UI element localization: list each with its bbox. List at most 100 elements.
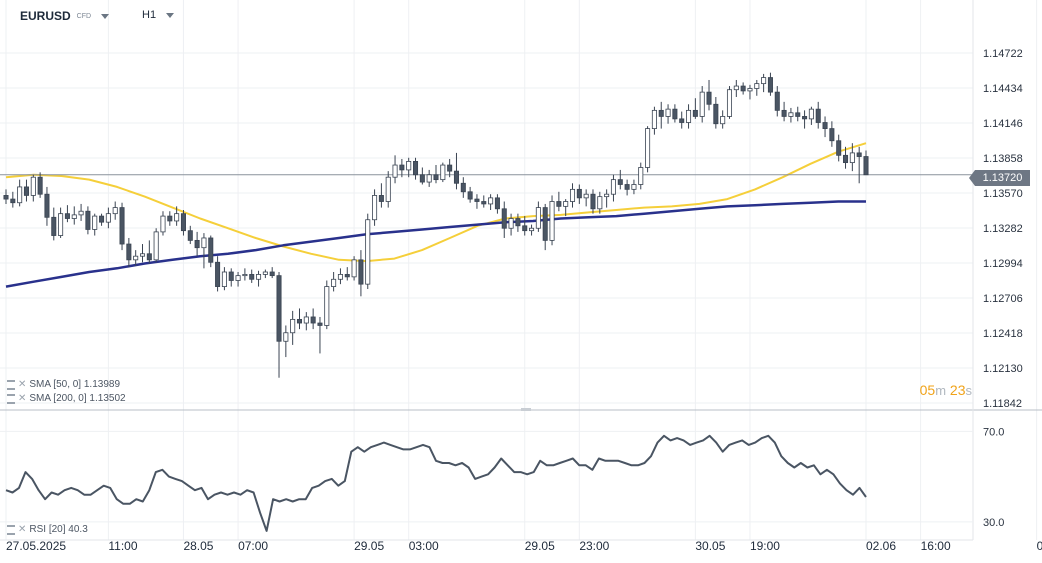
time-tick-label: 16:00 xyxy=(921,539,951,553)
candle-down xyxy=(146,253,152,261)
candle-up xyxy=(78,210,84,216)
candle-up xyxy=(733,85,739,91)
close-icon[interactable]: ✕ xyxy=(18,379,27,390)
timer-minutes-unit: m xyxy=(935,383,947,398)
candle-up xyxy=(726,89,733,117)
close-icon[interactable]: ✕ xyxy=(18,524,27,535)
candle-up xyxy=(92,215,98,230)
candle-up xyxy=(385,176,391,202)
price-tick-label: 1.11842 xyxy=(983,398,1022,410)
candle-up xyxy=(631,184,637,190)
rsi-tick-label: 30.0 xyxy=(983,517,1004,529)
price-tick-label: 1.14722 xyxy=(983,48,1023,60)
price-tick-label: 1.13858 xyxy=(983,153,1023,165)
candle-down xyxy=(474,198,480,202)
candle-down xyxy=(399,164,405,171)
candle-down xyxy=(215,261,221,287)
candle-up xyxy=(604,193,610,198)
candle-down xyxy=(713,103,719,125)
settings-icon[interactable] xyxy=(7,393,15,404)
candle-down xyxy=(228,271,234,281)
symbol-selector[interactable]: EURUSD CFD xyxy=(20,9,110,23)
candle-down xyxy=(317,322,323,326)
candle-up xyxy=(372,195,378,221)
timer-minutes: 05 xyxy=(919,382,936,398)
candle-down xyxy=(617,179,623,185)
candle-down xyxy=(453,170,459,184)
candle-down xyxy=(378,195,384,202)
time-tick-label: 07:00 xyxy=(238,539,268,553)
sma50-line xyxy=(5,142,867,263)
legend-rsi[interactable]: ✕ RSI [20] 40.3 xyxy=(7,524,88,535)
candle-down xyxy=(836,140,842,156)
candle-up xyxy=(290,318,296,334)
candle-up xyxy=(406,161,412,171)
timeframe-selector[interactable]: H1 xyxy=(142,9,175,21)
candle-up xyxy=(139,253,146,257)
candle-down xyxy=(467,191,473,200)
candle-down xyxy=(10,198,16,204)
candle-up xyxy=(426,174,432,183)
candle-down xyxy=(344,274,350,278)
candle-down xyxy=(126,243,132,261)
price-tick-label: 1.14146 xyxy=(983,118,1023,130)
candle-up xyxy=(638,167,644,185)
candle-down xyxy=(494,197,500,210)
candle-down xyxy=(774,91,780,111)
time-tick-label: 19:00 xyxy=(750,539,780,553)
candle-down xyxy=(413,161,419,176)
settings-icon[interactable] xyxy=(7,379,15,390)
candle-up xyxy=(337,274,343,280)
time-tick-label: 29.05 xyxy=(354,539,384,553)
price-tick-label: 1.12706 xyxy=(983,293,1023,305)
time-tick-label: 23:00 xyxy=(579,539,609,553)
candle-down xyxy=(522,225,528,232)
symbol-name: EURUSD xyxy=(20,9,71,23)
candle-down xyxy=(795,112,801,117)
chevron-down-icon xyxy=(101,13,110,19)
rsi-tick-label: 70.0 xyxy=(983,426,1004,438)
chevron-down-icon xyxy=(166,12,175,18)
candle-timer: 05m 23s xyxy=(920,382,972,398)
legend-rsi-label: RSI [20] 40.3 xyxy=(29,524,88,535)
candle-down xyxy=(590,193,596,210)
settings-icon[interactable] xyxy=(7,524,15,535)
candle-up xyxy=(331,278,337,287)
legend-sma50[interactable]: ✕ SMA [50, 0] 1.13989 xyxy=(7,379,120,390)
candle-up xyxy=(563,201,569,207)
candle-down xyxy=(672,108,678,120)
close-icon[interactable]: ✕ xyxy=(18,393,27,404)
candle-up xyxy=(133,255,139,261)
candle-down xyxy=(249,274,255,280)
candle-up xyxy=(440,164,446,181)
candle-up xyxy=(747,88,753,92)
candle-up xyxy=(754,83,760,89)
time-tick-label: 03:00 xyxy=(409,539,439,553)
candle-up xyxy=(720,116,726,125)
candle-down xyxy=(23,186,29,196)
legend-sma200-label: SMA [200, 0] 1.13502 xyxy=(29,393,126,404)
candle-down xyxy=(119,207,125,245)
legend-sma50-label: SMA [50, 0] 1.13989 xyxy=(29,379,121,390)
time-tick-label: 28.05 xyxy=(183,539,213,553)
candle-down xyxy=(180,213,186,232)
candle-down xyxy=(515,218,521,227)
timeframe-label: H1 xyxy=(142,9,157,21)
candle-down xyxy=(37,176,43,195)
candle-down xyxy=(843,154,849,164)
candle-up xyxy=(508,218,514,229)
time-tick-label: 11:00 xyxy=(108,539,137,553)
legend-sma200[interactable]: ✕ SMA [200, 0] 1.13502 xyxy=(7,393,126,404)
candle-up xyxy=(221,271,227,287)
candle-down xyxy=(447,164,453,172)
candle-up xyxy=(597,196,603,210)
candle-down xyxy=(740,85,746,92)
price-tick-label: 1.13570 xyxy=(983,188,1023,200)
candle-up xyxy=(153,231,159,261)
timer-seconds-unit: s xyxy=(965,383,973,398)
candle-down xyxy=(556,201,562,207)
candle-down xyxy=(358,259,364,285)
candle-down xyxy=(194,239,200,249)
candle-up xyxy=(569,188,576,202)
